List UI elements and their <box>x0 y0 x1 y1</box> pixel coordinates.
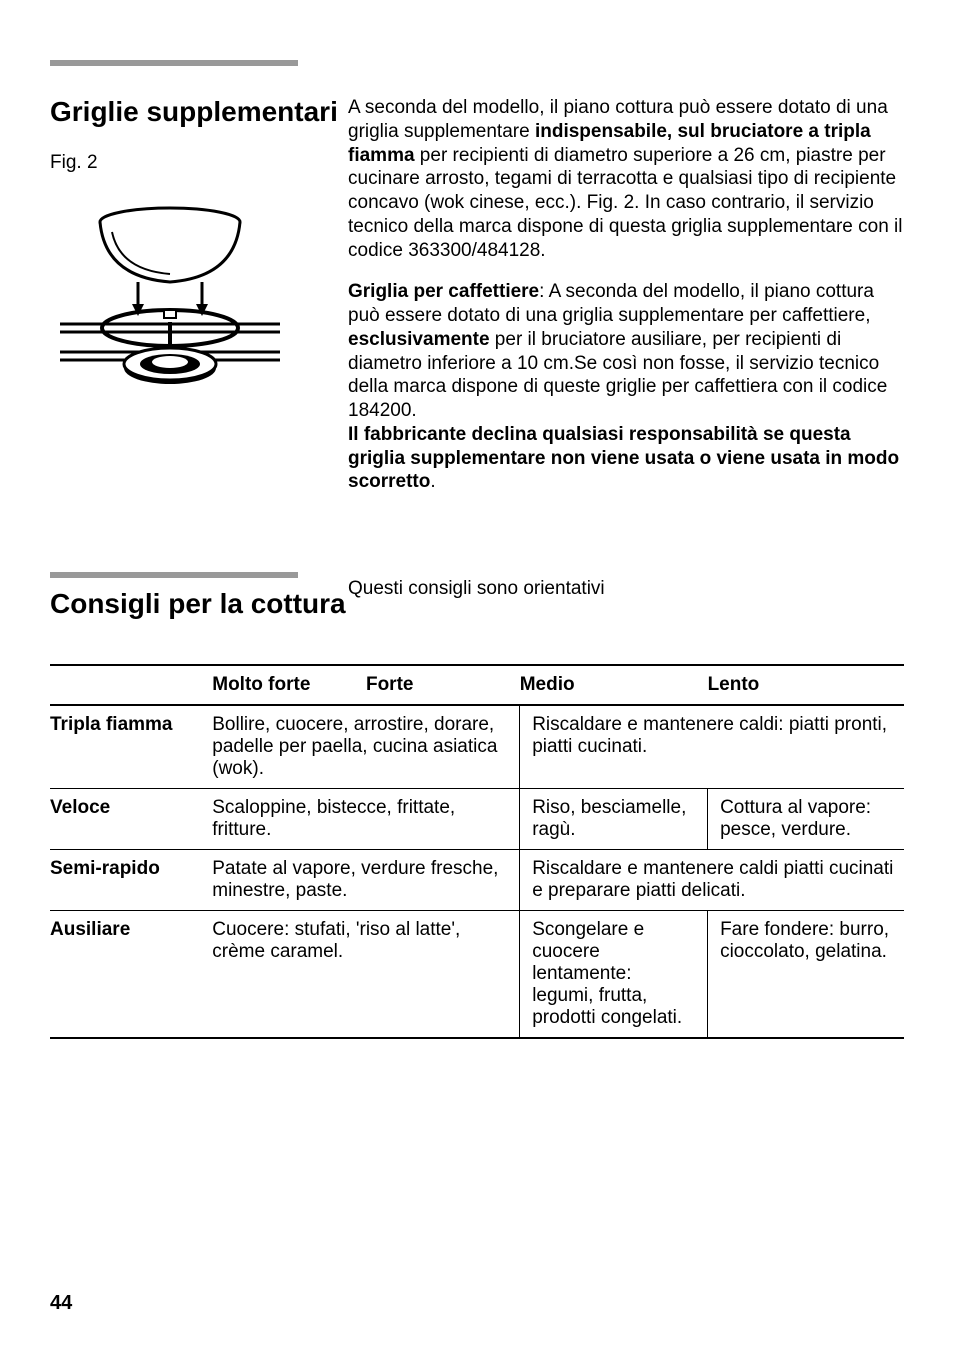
cell: Scongelare e cuocere lentamente: legumi,… <box>520 911 708 1039</box>
table-row: Veloce Scaloppine, bistecce, frittate, f… <box>50 789 904 850</box>
th-medio: Medio <box>520 665 708 705</box>
section-title-griglie: Griglie supplementari <box>50 96 348 128</box>
row-label: Tripla fiamma <box>50 705 212 789</box>
page-number: 44 <box>50 1292 72 1315</box>
paragraph-1: A seconda del modello, il piano cottura … <box>348 96 904 262</box>
right-column-text: A seconda del modello, il piano cottura … <box>348 96 904 512</box>
section-consigli: Consigli per la cottura Questi consigli … <box>50 572 904 644</box>
cell: Riscaldare e mantenere caldi: piatti pro… <box>520 705 904 789</box>
table-row: Semi-rapido Patate al vapore, verdure fr… <box>50 850 904 911</box>
section-rule <box>50 572 298 578</box>
intro-text: Questi consigli sono orientativi <box>348 578 904 600</box>
figure-label: Fig. 2 <box>50 152 348 174</box>
section-title-consigli: Consigli per la cottura <box>50 588 348 620</box>
p1-post: per recipienti di diametro superiore a 2… <box>348 145 903 261</box>
left-column: Griglie supplementari Fig. 2 <box>50 96 348 512</box>
p2-bold: esclusivamente <box>348 329 490 350</box>
cell: Cottura al vapore: pesce, verdure. <box>708 789 904 850</box>
p2-period: . <box>430 471 435 492</box>
th-empty <box>50 665 212 705</box>
figure-2-illustration <box>50 182 290 402</box>
table-body: Tripla fiamma Bollire, cuocere, arrostir… <box>50 705 904 1038</box>
row-label: Semi-rapido <box>50 850 212 911</box>
cell: Bollire, cuocere, arrostire, dorare, pad… <box>212 705 519 789</box>
cell: Cuocere: stufati, 'riso al latte', crème… <box>212 911 519 1039</box>
cell: Riso, besciamelle, ragù. <box>520 789 708 850</box>
th-lento: Lento <box>708 665 904 705</box>
p2-label: Griglia per caffettiere <box>348 281 539 302</box>
top-rule <box>50 60 298 66</box>
cell: Riscaldare e mantenere caldi piatti cuci… <box>520 850 904 911</box>
row-label: Ausiliare <box>50 911 212 1039</box>
cooking-advice-table: Molto forte Forte Medio Lento Tripla fia… <box>50 664 904 1039</box>
cell: Fare fondere: burro, cioccolato, gelatin… <box>708 911 904 1039</box>
left-column-2: Consigli per la cottura <box>50 572 348 644</box>
cell: Scaloppine, bistecce, frittate, fritture… <box>212 789 519 850</box>
table-row: Tripla fiamma Bollire, cuocere, arrostir… <box>50 705 904 789</box>
cell: Patate al vapore, verdure fresche, mines… <box>212 850 519 911</box>
row-label: Veloce <box>50 789 212 850</box>
th-molto-forte: Molto forte <box>212 665 366 705</box>
th-forte: Forte <box>366 665 520 705</box>
section-griglie: Griglie supplementari Fig. 2 <box>50 96 904 512</box>
table-row: Ausiliare Cuocere: stufati, 'riso al lat… <box>50 911 904 1039</box>
right-column-2: Questi consigli sono orientativi <box>348 572 904 644</box>
paragraph-2: Griglia per caffettiere: A seconda del m… <box>348 280 904 494</box>
table-header-row: Molto forte Forte Medio Lento <box>50 665 904 705</box>
